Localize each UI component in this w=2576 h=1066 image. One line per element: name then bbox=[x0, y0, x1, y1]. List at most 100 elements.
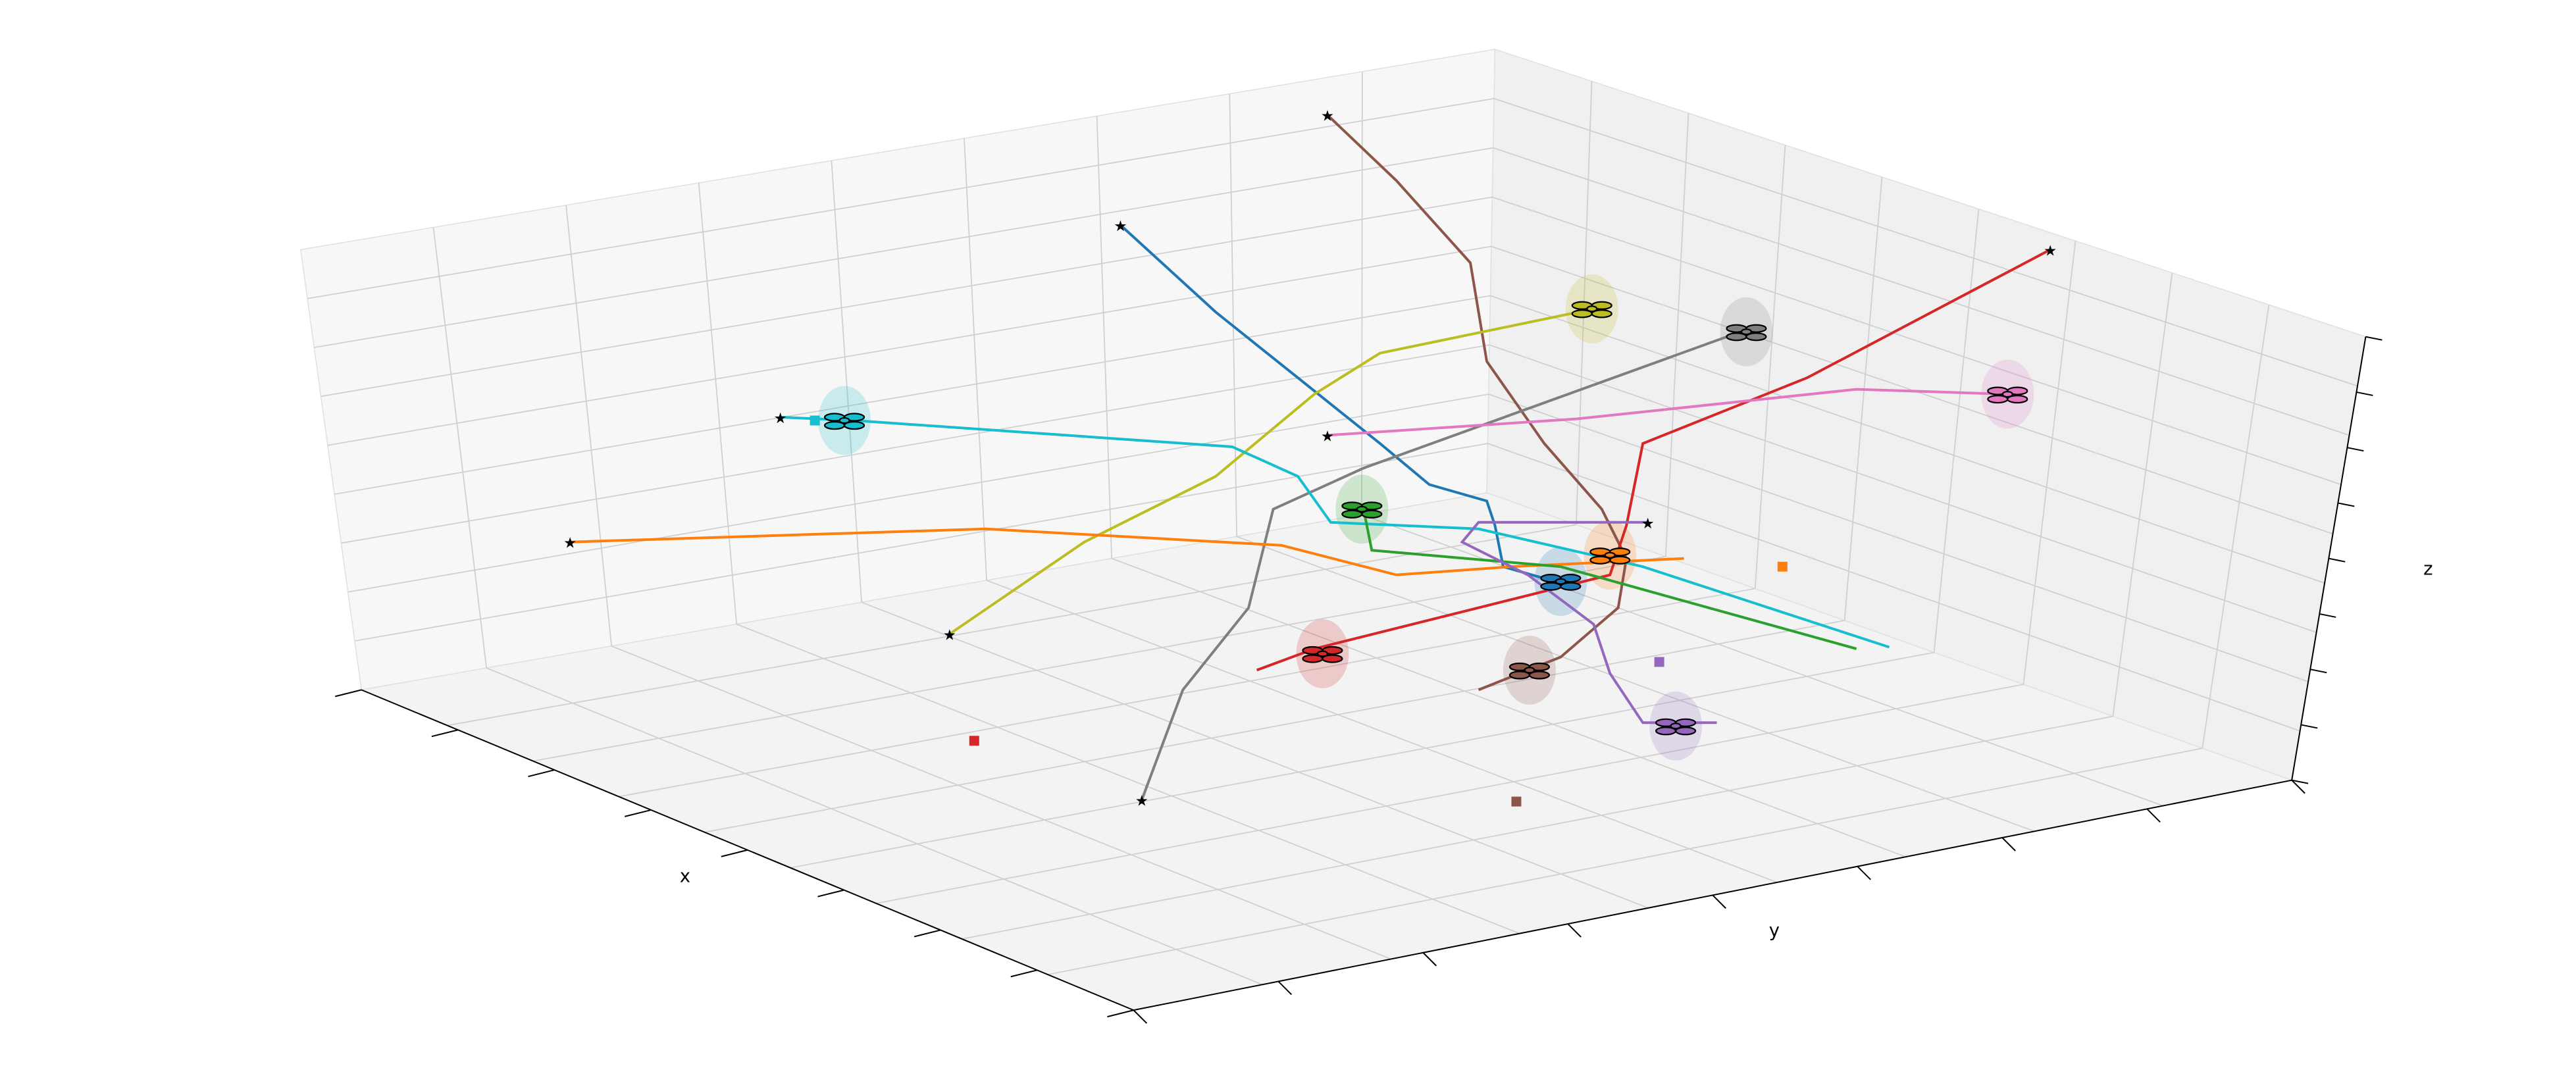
grid-line bbox=[2112, 272, 2173, 717]
grid-line bbox=[1236, 536, 2035, 832]
grid-line bbox=[876, 684, 2024, 904]
grid-line bbox=[831, 161, 862, 603]
trajectory bbox=[1120, 224, 1561, 585]
grid-line bbox=[486, 667, 1263, 986]
tick-mark bbox=[2319, 613, 2336, 618]
trajectory bbox=[1362, 509, 1857, 650]
grid-line bbox=[1933, 209, 1980, 653]
drone-rotor bbox=[1674, 726, 1697, 736]
start-star: ★ bbox=[1135, 793, 1148, 810]
tick-mark bbox=[1567, 923, 1582, 938]
goal-marker bbox=[1511, 796, 1522, 807]
tick-mark bbox=[528, 769, 555, 778]
grid-line bbox=[964, 138, 987, 581]
goal-marker bbox=[969, 736, 979, 746]
drone-rotor bbox=[1528, 671, 1551, 680]
drone-body bbox=[1555, 578, 1566, 585]
grid-line bbox=[790, 651, 1934, 869]
trajectory bbox=[1327, 388, 2008, 437]
grid-line bbox=[1487, 443, 2300, 732]
grid-line bbox=[307, 97, 1495, 299]
start-star: ★ bbox=[774, 410, 787, 427]
grid-line bbox=[611, 646, 1391, 960]
grid-line bbox=[986, 580, 1778, 883]
tick-mark bbox=[2338, 502, 2355, 507]
tick-mark bbox=[914, 929, 941, 938]
grid-line bbox=[348, 393, 1489, 593]
start-star: ★ bbox=[943, 627, 956, 644]
drone-rotor bbox=[1609, 555, 1631, 565]
grid-line bbox=[1047, 748, 2203, 975]
z-axis-label: z bbox=[2423, 559, 2433, 580]
grid-line bbox=[1493, 147, 2350, 436]
tick-mark bbox=[2347, 447, 2364, 452]
tick-mark bbox=[2329, 557, 2346, 563]
drone-rotor bbox=[843, 420, 865, 430]
tick-mark bbox=[1422, 952, 1437, 967]
tick-mark bbox=[1712, 894, 1726, 909]
axes bbox=[334, 336, 2383, 1024]
goal-marker bbox=[1777, 561, 1788, 572]
grid-line bbox=[619, 588, 1755, 798]
grid-line bbox=[962, 715, 2113, 940]
start-star: ★ bbox=[1641, 515, 1655, 532]
tick-mark bbox=[1277, 980, 1293, 996]
drone-body bbox=[1316, 650, 1329, 657]
tick-mark bbox=[817, 889, 844, 898]
grid-line bbox=[314, 147, 1493, 348]
grid-line bbox=[2202, 305, 2270, 749]
drone-body bbox=[1740, 328, 1753, 336]
grid-line bbox=[327, 245, 1492, 446]
grid-line bbox=[698, 182, 737, 624]
tick-mark bbox=[2291, 779, 2309, 784]
drone-body bbox=[1356, 505, 1368, 513]
drone-body bbox=[1524, 667, 1535, 674]
drone-rotor bbox=[1322, 654, 1343, 663]
grid-line bbox=[861, 601, 1649, 909]
grid-line bbox=[1361, 514, 2163, 807]
tick-mark bbox=[721, 849, 748, 857]
tick-mark bbox=[334, 689, 362, 698]
grid-line bbox=[1490, 295, 2325, 584]
grid-line bbox=[447, 524, 1577, 726]
start-star: ★ bbox=[1321, 428, 1334, 445]
grid-line bbox=[532, 556, 1666, 762]
grid-line bbox=[321, 196, 1493, 397]
drone-body bbox=[1670, 723, 1682, 730]
trajectory bbox=[948, 304, 1610, 636]
grid-line bbox=[1754, 145, 1786, 589]
grid-line bbox=[1111, 557, 1906, 857]
trajectory bbox=[1140, 327, 1751, 801]
drone-body bbox=[1586, 305, 1598, 313]
tick-mark bbox=[1133, 1009, 1148, 1024]
start-star: ★ bbox=[563, 535, 577, 552]
tick-mark bbox=[2146, 808, 2161, 823]
grid-line bbox=[565, 205, 613, 646]
trajectory bbox=[1460, 520, 1717, 724]
grid-line bbox=[1493, 97, 2358, 387]
grid-line bbox=[1229, 93, 1237, 537]
trajectory bbox=[1326, 114, 1628, 692]
tick-mark bbox=[1857, 866, 1871, 880]
tick-mark bbox=[2310, 669, 2327, 674]
start-star: ★ bbox=[2044, 242, 2057, 259]
grid-line bbox=[2022, 240, 2076, 685]
goal-marker bbox=[1654, 657, 1664, 667]
grid-line bbox=[334, 295, 1491, 495]
tick-mark bbox=[2291, 779, 2306, 794]
tick-mark bbox=[431, 729, 459, 738]
grid bbox=[307, 71, 2358, 986]
drone-rotor bbox=[1745, 332, 1767, 342]
goal-marker bbox=[810, 415, 820, 426]
tick-mark bbox=[1107, 1009, 1134, 1018]
start-star: ★ bbox=[1114, 218, 1127, 235]
start-star: ★ bbox=[1321, 108, 1334, 125]
grid-line bbox=[1488, 393, 2309, 682]
drone-rotor bbox=[1591, 309, 1612, 318]
x-axis-label: x bbox=[680, 866, 690, 886]
drone-rotor bbox=[2007, 394, 2028, 404]
drone-body bbox=[2001, 390, 2013, 398]
grid-line bbox=[1096, 116, 1112, 559]
